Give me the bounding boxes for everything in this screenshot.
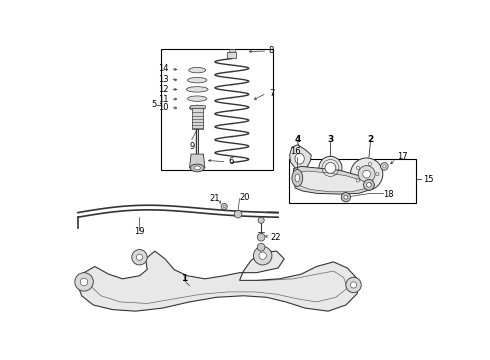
Ellipse shape [80,278,88,285]
Ellipse shape [292,170,303,186]
Ellipse shape [221,203,227,210]
Ellipse shape [223,205,225,208]
Ellipse shape [350,282,357,288]
Text: 20: 20 [240,193,250,202]
Bar [227,52,237,58]
Text: 7: 7 [269,89,274,98]
Ellipse shape [186,87,208,92]
Text: 8: 8 [269,46,274,55]
Ellipse shape [190,164,204,172]
Text: 2: 2 [368,135,373,144]
Text: 12: 12 [158,85,169,94]
Ellipse shape [234,210,242,218]
Ellipse shape [346,277,361,293]
Text: 1: 1 [181,274,187,283]
Ellipse shape [257,243,265,251]
Text: 18: 18 [384,190,394,199]
Ellipse shape [188,96,207,101]
Text: 14: 14 [158,64,169,73]
Text: 22: 22 [270,233,281,242]
Text: 3: 3 [327,135,334,144]
Ellipse shape [381,163,388,170]
Ellipse shape [253,247,272,265]
Ellipse shape [194,166,200,170]
Text: 9: 9 [189,142,195,151]
Ellipse shape [383,165,386,168]
Ellipse shape [295,174,300,182]
Ellipse shape [344,195,348,199]
Ellipse shape [356,179,360,182]
Polygon shape [298,171,368,192]
Ellipse shape [257,233,265,241]
Ellipse shape [364,180,374,190]
Text: 19: 19 [134,228,145,237]
Ellipse shape [363,170,370,178]
Ellipse shape [356,166,360,169]
Polygon shape [76,251,357,311]
Ellipse shape [136,254,143,260]
Ellipse shape [350,158,383,190]
Ellipse shape [325,163,336,173]
Ellipse shape [376,172,379,176]
Text: 21: 21 [210,194,220,203]
Text: 17: 17 [397,152,408,161]
Ellipse shape [358,166,375,183]
Bar [161,49,273,170]
Ellipse shape [295,153,304,164]
Text: 10: 10 [158,103,169,112]
Polygon shape [294,166,374,194]
Ellipse shape [258,217,264,223]
Ellipse shape [190,105,205,111]
Ellipse shape [132,249,147,265]
Bar [229,49,235,52]
Text: 15: 15 [423,175,433,184]
Ellipse shape [75,273,93,291]
Text: 16: 16 [290,147,300,156]
Text: 6: 6 [228,157,233,166]
Ellipse shape [367,183,371,187]
Ellipse shape [259,252,267,260]
Bar [190,105,205,108]
Polygon shape [190,154,205,168]
Text: 13: 13 [158,75,169,84]
Ellipse shape [189,67,206,73]
Text: 4: 4 [294,135,300,144]
Ellipse shape [188,77,207,83]
Ellipse shape [368,162,371,165]
Ellipse shape [368,183,371,186]
Text: 5: 5 [151,100,156,109]
Bar [192,108,203,130]
Polygon shape [290,145,311,170]
Bar [289,159,416,203]
Ellipse shape [341,193,350,202]
Ellipse shape [319,156,342,180]
Text: 11: 11 [158,95,169,104]
